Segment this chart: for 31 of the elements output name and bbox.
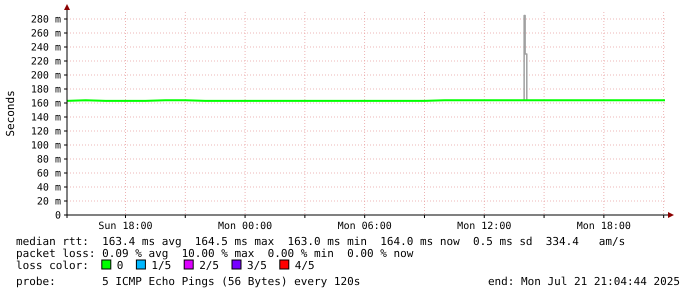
y-tick-label: 240 m bbox=[30, 42, 61, 54]
y-tick-label: 260 m bbox=[30, 28, 61, 40]
y-tick-label: 200 m bbox=[30, 70, 61, 82]
y-tick-label: 180 m bbox=[30, 84, 61, 96]
text: median rtt: 163.4 ms avg 164.5 ms max 163.0 ms min 164.0 ms now 0.5 ms sd 334.4 am/s bbox=[16, 235, 626, 248]
y-tick-label: 80 m bbox=[36, 154, 61, 166]
y-axis-title: Seconds bbox=[4, 90, 17, 137]
x-tick-label: Mon 18:00 bbox=[576, 221, 631, 232]
legend-label: 3/5 bbox=[247, 259, 267, 272]
y-tick-label: 120 m bbox=[30, 126, 61, 138]
text: end: Mon Jul 21 21:04:44 2025 bbox=[488, 275, 680, 288]
y-tick-label: 160 m bbox=[30, 98, 61, 110]
legend-label: 0 bbox=[116, 259, 124, 272]
x-tick-label: Sun 18:00 bbox=[98, 221, 153, 232]
y-tick-label: 280 m bbox=[30, 14, 61, 26]
y-tick-label: 40 m bbox=[36, 182, 61, 194]
y-tick-label: 20 m bbox=[36, 196, 61, 208]
legend-title: loss color: bbox=[16, 259, 89, 272]
x-tick-label: Mon 00:00 bbox=[218, 221, 272, 232]
y-tick-label: 220 m bbox=[30, 56, 61, 68]
text: probe: 5 ICMP Echo Pings (56 Bytes) every 120s bbox=[16, 275, 360, 288]
y-tick-label: 60 m bbox=[36, 168, 61, 180]
y-tick-label: 0 bbox=[54, 210, 61, 222]
x-tick-label: Mon 06:00 bbox=[338, 221, 392, 232]
y-tick-label: 140 m bbox=[30, 112, 61, 124]
y-tick-label: 100 m bbox=[30, 140, 61, 152]
x-tick-label: Mon 12:00 bbox=[457, 221, 512, 232]
legend-label: 4/5 bbox=[294, 259, 315, 272]
legend-label: 1/5 bbox=[151, 259, 172, 272]
legend-label: 2/5 bbox=[199, 259, 220, 272]
text: packet loss: 0.09 % avg 10.00 % max 0.00 % min 0.00 % now bbox=[16, 247, 414, 260]
